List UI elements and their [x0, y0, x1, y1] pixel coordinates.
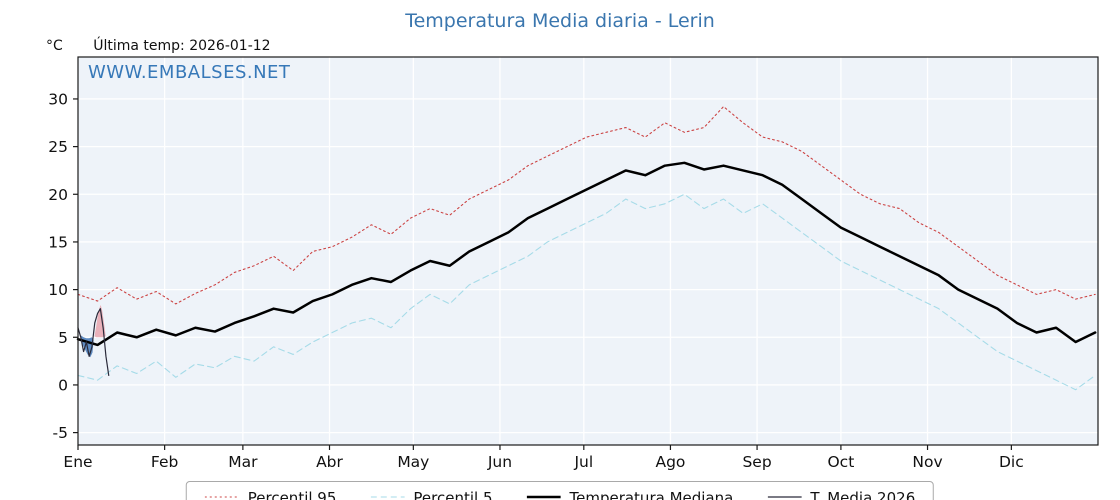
plot-background [78, 57, 1098, 445]
x-tick-label: Jun [487, 453, 512, 471]
y-tick-label: 0 [58, 376, 68, 394]
y-tick-label: 15 [48, 233, 68, 251]
chart-title: Temperatura Media diaria - Lerin [405, 10, 715, 32]
x-tick-label: May [397, 453, 429, 471]
chart-legend: Percentil 95 Percentil 5 Temperatura Med… [185, 481, 935, 500]
series-line-temperatura-mediana [76, 161, 1097, 347]
last-temp-label: Última temp: 2026-01-12 [93, 38, 271, 54]
x-tick-label: Jul [573, 453, 593, 471]
x-tick-label: Ene [63, 453, 92, 471]
x-tick-label: Abr [316, 453, 343, 471]
x-tick-label: Feb [151, 453, 178, 471]
x-tick-label: Sep [742, 453, 771, 471]
x-tick-label: Oct [827, 453, 854, 471]
y-axis-unit-label: °C [46, 38, 63, 54]
y-tick-label: 30 [48, 90, 68, 108]
legend-label: Temperatura Mediana [569, 489, 734, 500]
x-tick-label: Nov [912, 453, 942, 471]
chart-canvas: Ene Feb Mar Abr May Jun Jul Ago Sep Oct Nov Dic -5 0 5… [48, 56, 1099, 471]
legend-label: T. Media 2026 [810, 489, 916, 500]
y-tick-label: 25 [48, 138, 68, 156]
series-line-t-media-2026 [77, 308, 110, 377]
legend-item-percentil-95: Percentil 95 [204, 489, 337, 500]
series-line-percentil-5 [77, 193, 1096, 391]
percentil-95-line-swatch [204, 489, 239, 500]
percentil-5-line-swatch [370, 489, 405, 500]
t-media-2026-line-swatch [767, 489, 802, 500]
temperatura-mediana-line-swatch [526, 489, 561, 500]
legend-item-percentil-5: Percentil 5 [370, 489, 492, 500]
y-tick-label: -5 [53, 424, 68, 442]
y-tick-label: 10 [48, 281, 68, 299]
legend-label: Percentil 95 [247, 489, 337, 500]
legend-item-temperatura-mediana: Temperatura Mediana [526, 489, 733, 500]
legend-label: Percentil 5 [413, 489, 493, 500]
series-line-percentil-95 [77, 106, 1096, 305]
y-tick-label: 5 [58, 329, 68, 347]
legend-item-t-media-2026: T. Media 2026 [767, 489, 915, 500]
x-tick-label: Ago [655, 453, 685, 471]
x-tick-label: Dic [999, 453, 1024, 471]
y-tick-label: 20 [48, 186, 68, 204]
plot-border [77, 56, 1099, 446]
corner-labels: °C Última temp: 2026-01-12 [46, 38, 271, 54]
x-tick-label: Mar [228, 453, 258, 471]
watermark: WWW.EMBALSES.NET [88, 62, 291, 83]
